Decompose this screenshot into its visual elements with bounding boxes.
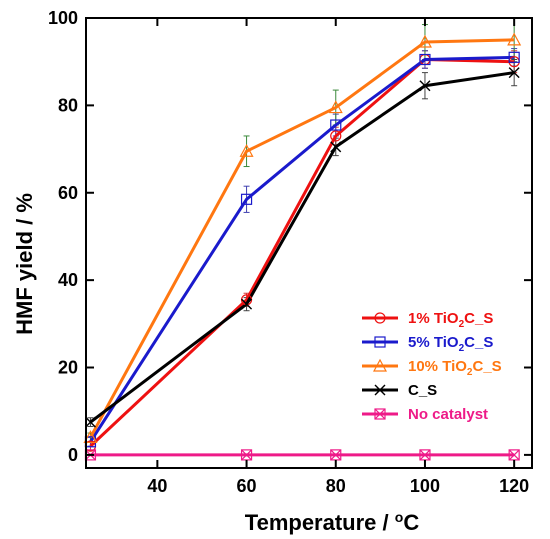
marker-3-4 — [508, 67, 520, 79]
marker-3-1 — [241, 298, 253, 310]
y-tick-label-0: 0 — [68, 445, 78, 465]
legend-marker-2 — [372, 358, 388, 372]
series-line-1 — [89, 55, 515, 443]
y-tick-label-100: 100 — [48, 8, 78, 28]
marker-2-2 — [328, 100, 343, 114]
marker-2-1 — [239, 143, 254, 157]
y-tick-label-60: 60 — [58, 183, 78, 203]
x-axis-label-unit-sup: o — [395, 509, 404, 525]
legend-label-0: 1% TiO2C_S — [408, 310, 493, 330]
legend-item-0: 1% TiO2C_S — [362, 310, 493, 330]
legend-label-4: No catalyst — [408, 406, 488, 423]
x-tick-label-80: 80 — [326, 476, 346, 496]
x-axis-label-unit: C — [403, 510, 419, 535]
marker-4-2 — [330, 449, 342, 461]
series-line-2 — [89, 38, 515, 439]
legend-label-2: 10% TiO2C_S — [408, 358, 502, 378]
marker-2-3 — [417, 34, 432, 48]
series-line-0 — [89, 58, 515, 448]
series-lines — [89, 38, 515, 457]
marker-2-0 — [83, 430, 98, 444]
plot-frame — [85, 17, 533, 469]
marker-1-4 — [508, 51, 520, 63]
x-tick-label-60: 60 — [237, 476, 257, 496]
legend-item-2: 10% TiO2C_S — [362, 358, 502, 378]
legend: 1% TiO2C_S 5% TiO2C_S 10% TiO2C_S C_S No cat… — [362, 310, 502, 423]
x-tick-label-100: 100 — [410, 476, 440, 496]
x-axis-label: Temperature / oC — [245, 509, 420, 535]
series-markers — [83, 32, 522, 461]
legend-item-3: C_S — [362, 382, 437, 399]
axis-ticks: 40 60 80 100 120 0 20 40 60 80 100 — [48, 8, 532, 496]
x-tick-label-120: 120 — [499, 476, 529, 496]
legend-label-3: C_S — [408, 382, 437, 399]
marker-4-3 — [419, 449, 431, 461]
legend-marker-1 — [374, 336, 386, 348]
marker-4-1 — [240, 449, 253, 461]
legend-item-4: No catalyst — [362, 406, 488, 423]
marker-2-4 — [507, 32, 522, 46]
marker-3-0 — [84, 416, 96, 428]
legend-label-1: 5% TiO2C_S — [408, 334, 493, 354]
x-axis-label-text: Temperature / — [245, 510, 395, 535]
marker-1-1 — [240, 193, 253, 205]
marker-0-2 — [330, 130, 342, 142]
legend-item-1: 5% TiO2C_S — [362, 334, 493, 354]
marker-1-2 — [330, 119, 342, 131]
y-tick-label-80: 80 — [58, 95, 78, 115]
legend-marker-3 — [374, 384, 386, 396]
marker-3-2 — [330, 141, 342, 153]
marker-3-3 — [419, 80, 431, 92]
legend-marker-0 — [374, 312, 386, 324]
y-axis-label: HMF yield / % — [12, 193, 37, 335]
marker-4-4 — [508, 449, 520, 461]
x-tick-label-40: 40 — [147, 476, 167, 496]
legend-marker-4 — [374, 408, 386, 420]
y-tick-label-40: 40 — [58, 270, 78, 290]
marker-1-3 — [419, 53, 431, 66]
y-tick-label-20: 20 — [58, 358, 78, 378]
